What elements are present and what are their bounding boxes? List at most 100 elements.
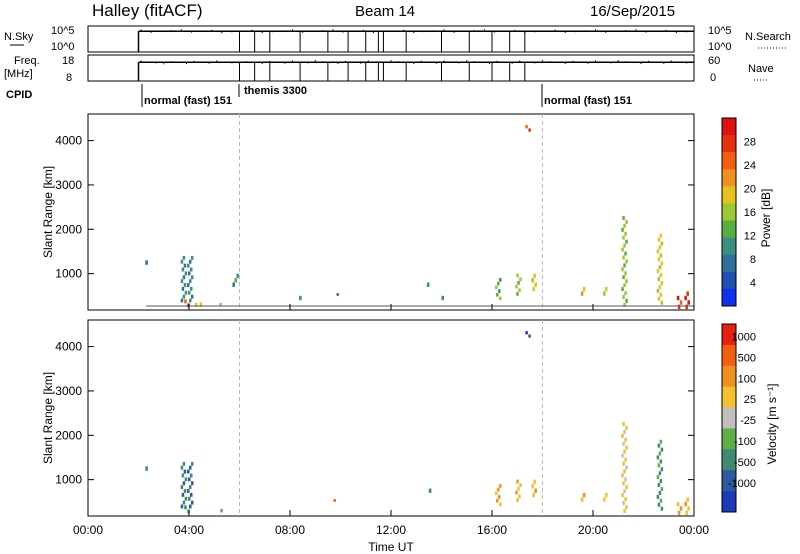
data-cell bbox=[497, 487, 500, 492]
data-cell bbox=[624, 497, 627, 502]
data-cell bbox=[622, 441, 625, 446]
data-cell bbox=[533, 273, 536, 279]
data-cell bbox=[190, 286, 193, 291]
trace-dot bbox=[375, 61, 377, 63]
data-cell bbox=[624, 291, 627, 296]
trace-dot bbox=[594, 60, 597, 62]
trace-dot bbox=[238, 63, 241, 65]
data-cell bbox=[659, 253, 663, 258]
data-cell bbox=[182, 461, 186, 466]
data-cell bbox=[516, 273, 519, 278]
data-cell bbox=[660, 487, 664, 491]
data-cell bbox=[234, 278, 237, 283]
time-tick-label: 08:00 bbox=[275, 523, 305, 537]
data-cell bbox=[496, 498, 499, 503]
colorbar-tick-label: 28 bbox=[744, 137, 756, 149]
power-plot-frame bbox=[87, 113, 695, 311]
power-ylabel: Slant Range [km] bbox=[41, 166, 55, 258]
data-cell bbox=[684, 295, 687, 301]
data-cell bbox=[623, 243, 626, 248]
data-cell bbox=[182, 481, 186, 486]
time-axis-label: Time UT bbox=[368, 540, 414, 554]
data-cell bbox=[180, 465, 184, 470]
trace-dot bbox=[541, 60, 544, 62]
data-cell bbox=[532, 286, 535, 292]
trace-dot bbox=[307, 62, 309, 64]
trace-dot bbox=[488, 62, 491, 65]
data-cell bbox=[145, 466, 148, 471]
y-tick-label: 3000 bbox=[55, 384, 82, 398]
trace-dot bbox=[584, 30, 587, 32]
data-cell bbox=[624, 437, 627, 442]
data-cell bbox=[621, 227, 624, 232]
trace-dot bbox=[302, 31, 304, 33]
data-cell bbox=[625, 465, 628, 470]
trace-dot bbox=[185, 62, 188, 65]
data-cell bbox=[658, 451, 662, 456]
data-cell bbox=[687, 300, 690, 305]
freq-panel: Freq. [MHz] 18 8 60 0 Nave bbox=[4, 54, 774, 84]
data-cell bbox=[183, 283, 187, 287]
trace-dot bbox=[554, 29, 556, 31]
data-cell bbox=[495, 491, 498, 496]
trace-dot bbox=[392, 30, 395, 32]
colorbar-band bbox=[722, 407, 736, 429]
colorbar-band bbox=[722, 254, 736, 273]
data-cell bbox=[220, 508, 223, 513]
freq-left-tick-bottom: 8 bbox=[66, 72, 72, 84]
colorbar-band bbox=[722, 470, 736, 492]
trace-dot bbox=[231, 62, 233, 64]
colorbar-tick-label: 100 bbox=[738, 373, 756, 385]
trace-dot bbox=[549, 61, 551, 63]
velocity-plot-frame bbox=[87, 319, 695, 517]
trace-dot bbox=[360, 62, 362, 64]
y-tick-label: 1000 bbox=[55, 473, 82, 487]
trace-dot bbox=[382, 31, 385, 33]
trace-dot bbox=[352, 61, 354, 63]
data-cell bbox=[656, 249, 660, 254]
nave-right-tick-bottom: 0 bbox=[710, 72, 716, 84]
data-cell bbox=[517, 281, 520, 285]
data-cell bbox=[188, 477, 191, 482]
colorbar-band bbox=[722, 118, 736, 136]
nsky-left-label: N.Sky bbox=[4, 31, 34, 43]
velocity-ylabel: Slant Range [km] bbox=[41, 372, 55, 464]
data-cell bbox=[624, 231, 627, 236]
trace-dot bbox=[246, 61, 248, 63]
data-cell bbox=[621, 453, 624, 458]
power-data-marks bbox=[145, 114, 694, 310]
trace-dot bbox=[519, 60, 521, 62]
trace-dot bbox=[170, 30, 172, 32]
freq-panel-frame bbox=[87, 54, 695, 82]
trace-dot bbox=[322, 30, 324, 32]
data-cell bbox=[622, 481, 625, 486]
data-cell bbox=[658, 265, 662, 270]
colorbar-tick-label: -100 bbox=[734, 436, 756, 448]
trace-dot bbox=[329, 61, 331, 64]
trace-dot bbox=[140, 60, 142, 62]
freq-left-tick-top: 18 bbox=[62, 55, 74, 67]
trace-dot bbox=[413, 62, 415, 65]
trace-dot bbox=[645, 31, 647, 33]
data-cell bbox=[622, 255, 625, 260]
data-cell bbox=[517, 487, 520, 491]
data-cell bbox=[532, 492, 535, 498]
nsky-right-tick-bottom: 10^0 bbox=[708, 41, 732, 53]
trace-dot bbox=[463, 30, 465, 32]
cpid-label: CPID bbox=[6, 89, 32, 101]
nsky-panel: N.Sky 10^5 10^0 10^5 10^0 N.Search bbox=[4, 25, 791, 53]
colorbar-band bbox=[722, 152, 736, 170]
data-cell bbox=[184, 496, 188, 501]
trace-dot bbox=[180, 29, 183, 31]
data-cell bbox=[623, 263, 626, 268]
colorbar-band bbox=[722, 344, 736, 367]
data-cell bbox=[656, 269, 660, 274]
data-cell bbox=[623, 508, 626, 513]
trace-dot bbox=[405, 61, 407, 64]
data-cell bbox=[519, 277, 522, 282]
trace-dot bbox=[675, 31, 677, 34]
data-cell bbox=[182, 275, 186, 280]
data-cell bbox=[622, 275, 625, 280]
data-cell bbox=[621, 247, 624, 252]
trace-dot bbox=[344, 60, 347, 62]
